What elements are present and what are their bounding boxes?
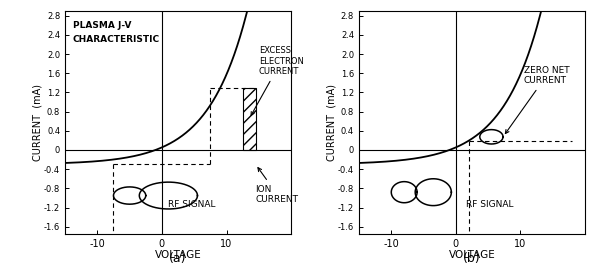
X-axis label: VOLTAGE: VOLTAGE [449, 250, 495, 260]
Text: ION
CURRENT: ION CURRENT [255, 168, 298, 204]
Text: (b): (b) [463, 252, 481, 265]
Text: RF SIGNAL: RF SIGNAL [168, 200, 216, 209]
Y-axis label: CURRENT  (mA): CURRENT (mA) [326, 84, 336, 161]
Text: (a): (a) [169, 252, 187, 265]
Text: ZERO NET
CURRENT: ZERO NET CURRENT [505, 66, 569, 134]
Text: CHARACTERISTIC: CHARACTERISTIC [73, 35, 160, 44]
Text: EXCESS
ELECTRON
CURRENT: EXCESS ELECTRON CURRENT [251, 46, 304, 115]
Text: PLASMA J-V: PLASMA J-V [73, 21, 131, 30]
Text: RF SIGNAL: RF SIGNAL [466, 200, 513, 209]
Y-axis label: CURRENT  (mA): CURRENT (mA) [33, 84, 43, 161]
Bar [243, 88, 255, 150]
X-axis label: VOLTAGE: VOLTAGE [155, 250, 202, 260]
